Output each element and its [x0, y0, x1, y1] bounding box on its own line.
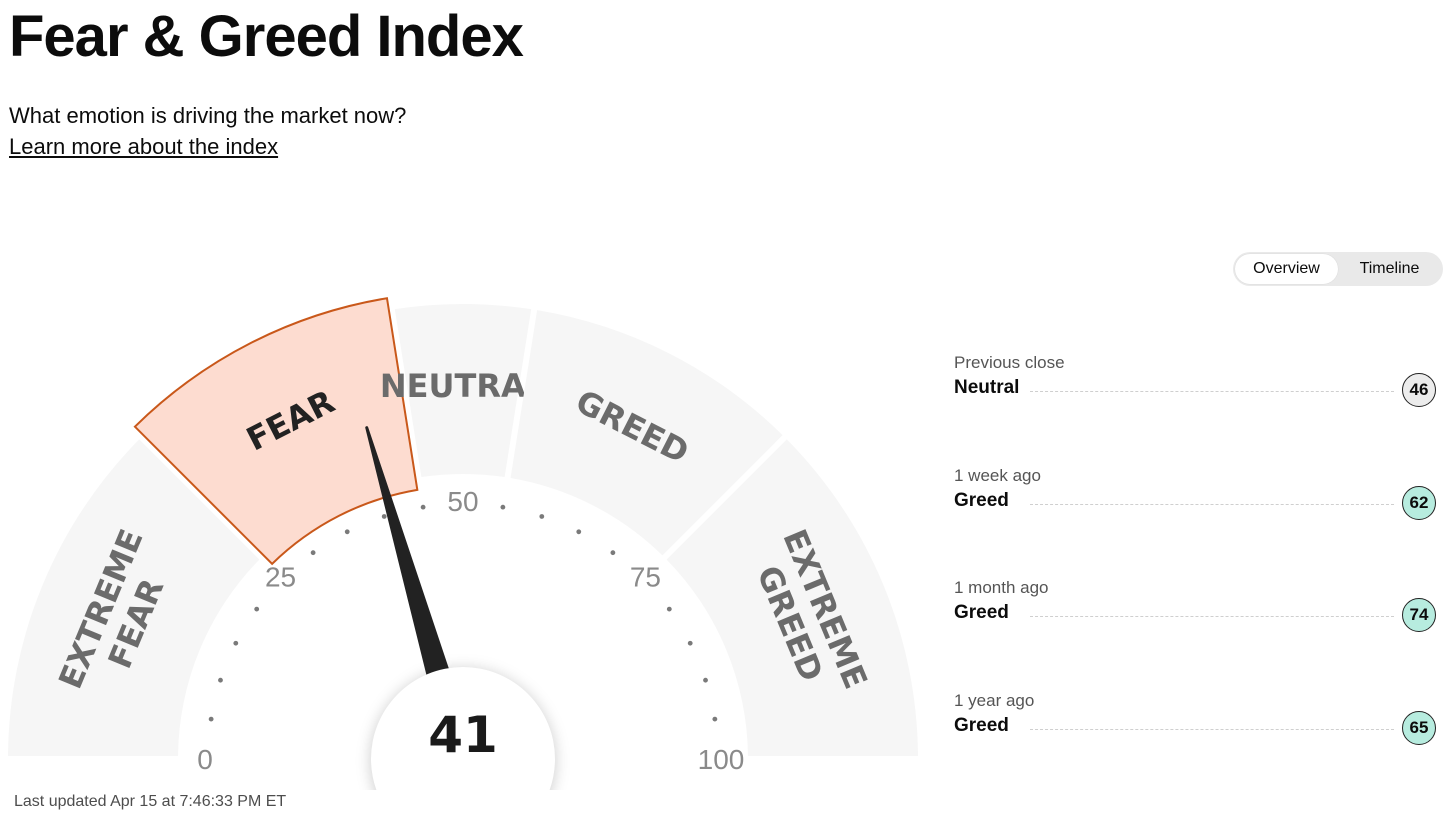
tick-dot: [703, 677, 708, 683]
gauge-segment-extreme-greed: [666, 439, 918, 757]
tick-dot: [666, 606, 672, 612]
history-1-week-ago: 1 week ago Greed 62: [954, 466, 1440, 536]
gauge-segment-extreme-fear: [8, 439, 260, 757]
history-label: 1 year ago: [954, 691, 1035, 710]
tick-dot: [500, 504, 506, 510]
gauge-hub: [371, 667, 555, 790]
tick-label: 0: [197, 744, 213, 775]
history-value-badge: 74: [1402, 598, 1436, 632]
view-toggle: Overview Timeline: [1233, 252, 1443, 286]
page-title: Fear & Greed Index: [9, 4, 524, 69]
history-label: Previous close: [954, 353, 1065, 372]
learn-more-link[interactable]: Learn more about the index: [9, 134, 279, 159]
tick-dot: [208, 716, 214, 722]
history-rating: Greed: [954, 602, 1009, 623]
tab-timeline[interactable]: Timeline: [1359, 260, 1420, 277]
history-rating: Neutral: [954, 377, 1020, 398]
history-label: 1 month ago: [954, 578, 1049, 597]
tick-label: 100: [698, 744, 745, 775]
gauge-value: 41: [428, 706, 498, 764]
history-1-month-ago: 1 month ago Greed 74: [954, 578, 1440, 648]
tick-dot: [310, 550, 316, 556]
gauge-segment-neutral: [394, 304, 532, 478]
tick-dot: [344, 529, 350, 535]
tick-dot: [233, 640, 239, 646]
history-value-badge: 46: [1402, 373, 1436, 407]
tab-overview[interactable]: Overview: [1235, 254, 1338, 284]
history-label: 1 week ago: [954, 466, 1041, 485]
tick-label: 50: [447, 486, 478, 517]
history-previous-close: Previous close Neutral 46: [954, 353, 1440, 423]
tick-dot: [610, 550, 616, 556]
dotted-leader: [1030, 391, 1394, 392]
tick-label: 25: [265, 562, 296, 593]
gauge-segment-fear: [133, 297, 419, 566]
dotted-leader: [1030, 616, 1394, 617]
dotted-leader: [1030, 504, 1394, 505]
tick-dot: [712, 716, 718, 722]
history-value-badge: 62: [1402, 486, 1436, 520]
tick-dot: [254, 606, 260, 612]
gauge-segment-label-line: NEUTRAL: [380, 367, 546, 405]
tick-dot: [687, 640, 693, 646]
dotted-leader: [1030, 729, 1394, 730]
gauge-segment-label: NEUTRAL: [380, 367, 546, 405]
tick-dot: [576, 529, 582, 535]
history-rating: Greed: [954, 490, 1009, 511]
history-1-year-ago: 1 year ago Greed 65: [954, 691, 1440, 761]
tick-dot: [539, 514, 545, 519]
tick-dot: [381, 514, 387, 519]
history-rating: Greed: [954, 715, 1009, 736]
page-subtitle: What emotion is driving the market now?: [9, 103, 407, 128]
tick-dot: [420, 504, 426, 510]
last-updated: Last updated Apr 15 at 7:46:33 PM ET: [14, 793, 287, 810]
gauge-segment-greed: [510, 310, 783, 556]
tick-dot: [218, 677, 223, 683]
history-value-badge: 65: [1402, 711, 1436, 745]
tick-label: 75: [630, 562, 661, 593]
